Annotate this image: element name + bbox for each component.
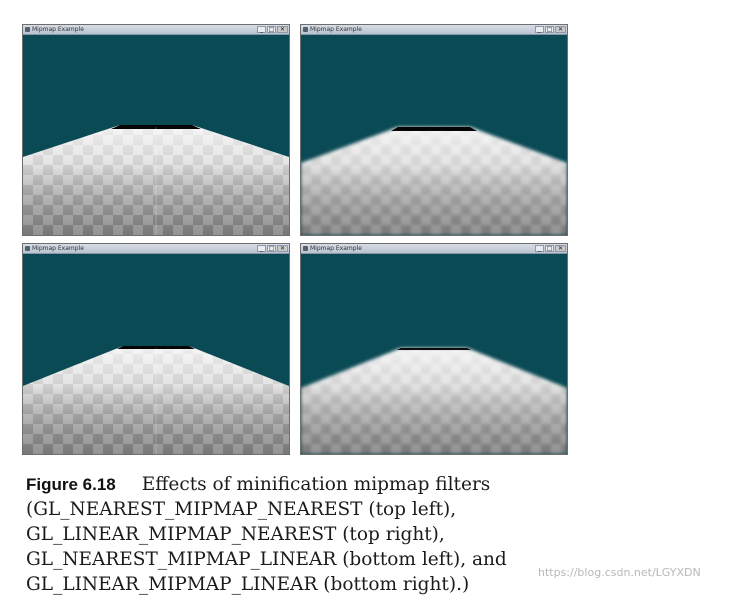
figure-label: Figure 6.18 [26, 475, 116, 494]
maximize-button[interactable]: □ [267, 26, 276, 33]
title-bar[interactable]: Mipmap Example _ □ ✕ [23, 25, 289, 35]
app-icon [303, 27, 308, 32]
window-title: Mipmap Example [310, 26, 362, 33]
close-button[interactable]: ✕ [277, 26, 288, 33]
road-scene [301, 254, 567, 454]
road-scene [301, 35, 567, 235]
mipmap-window-bottom-left: Mipmap Example _ □ ✕ [22, 243, 290, 455]
title-bar[interactable]: Mipmap Example _ □ ✕ [301, 25, 567, 35]
caption-text: Effects of minification mipmap filters (… [26, 474, 507, 595]
window-title: Mipmap Example [310, 245, 362, 252]
app-icon [25, 246, 30, 251]
road-scene [23, 35, 289, 235]
minimize-button[interactable]: _ [257, 245, 266, 252]
minimize-button[interactable]: _ [535, 26, 544, 33]
mipmap-window-top-left: Mipmap Example _ □ ✕ [22, 24, 290, 236]
app-icon [303, 246, 308, 251]
maximize-button[interactable]: □ [267, 245, 276, 252]
road-texture [301, 127, 567, 235]
window-title: Mipmap Example [32, 26, 84, 33]
figure-caption: Figure 6.18 Effects of minification mipma… [26, 472, 738, 597]
watermark: https://blog.csdn.net/LGYXDN [538, 566, 701, 579]
mipmap-window-bottom-right: Mipmap Example _ □ ✕ [300, 243, 568, 455]
minimize-button[interactable]: _ [257, 26, 266, 33]
road-texture [301, 348, 567, 454]
road-scene [23, 254, 289, 454]
road-texture [23, 125, 289, 235]
maximize-button[interactable]: □ [545, 26, 554, 33]
maximize-button[interactable]: □ [545, 245, 554, 252]
road-texture [23, 346, 289, 454]
mipmap-window-top-right: Mipmap Example _ □ ✕ [300, 24, 568, 236]
title-bar[interactable]: Mipmap Example _ □ ✕ [23, 244, 289, 254]
title-bar[interactable]: Mipmap Example _ □ ✕ [301, 244, 567, 254]
app-icon [25, 27, 30, 32]
close-button[interactable]: ✕ [277, 245, 288, 252]
minimize-button[interactable]: _ [535, 245, 544, 252]
window-title: Mipmap Example [32, 245, 84, 252]
close-button[interactable]: ✕ [555, 245, 566, 252]
close-button[interactable]: ✕ [555, 26, 566, 33]
